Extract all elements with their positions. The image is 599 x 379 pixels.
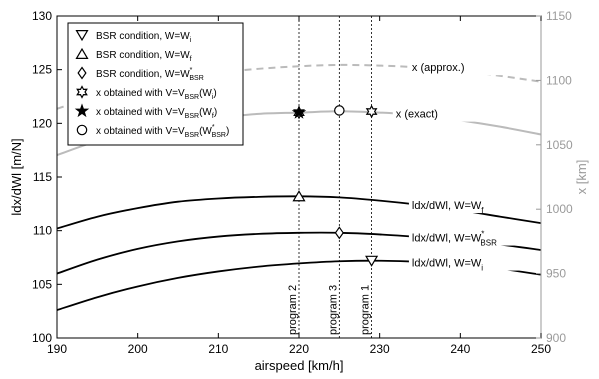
y-axis-title: ldx/dWl [m/N] (9, 138, 24, 215)
program-label: program 2 (287, 285, 299, 335)
legend-marker-triangle-down (75, 30, 89, 42)
curve-label-bg (408, 255, 527, 271)
grid-layer: program 2 program 3 program 1 (287, 16, 373, 338)
legend-entry: x obtained with V=VBSR(Wi) (96, 88, 217, 101)
legend-entry: BSR condition, W=W* BSR (96, 67, 204, 82)
y-tick-label: 125 (32, 63, 52, 77)
program-label: program 3 (327, 285, 339, 335)
curve-label-bg (392, 106, 511, 122)
y-right-tick-label: 1000 (546, 202, 573, 216)
y-tick-label: 120 (32, 116, 52, 130)
curve-label: x (exact) (396, 109, 438, 121)
legend-marker-star5 (74, 103, 90, 118)
x-tick-label: 230 (370, 342, 390, 356)
y-right-tick-label: 1100 (546, 73, 572, 87)
legend-marker-circle (76, 124, 88, 136)
marker-star6 (365, 104, 378, 119)
curve-label: x (approx.) (412, 62, 465, 74)
y-right-tick-label: 950 (546, 267, 566, 281)
curve-label: ldx/dWl, W=Wi (412, 258, 483, 273)
legend-entry: BSR condition, W=Wf (96, 50, 192, 63)
curve-label: ldx/dWl, W=W* BSR (412, 230, 497, 248)
x-tick-label: 190 (47, 342, 67, 356)
x-tick-label: 250 (531, 342, 551, 356)
legend-marker-triangle-up (75, 47, 89, 60)
x-axis-title: airspeed [km/h] (255, 358, 344, 373)
legend-entry: x obtained with V=VBSR(Wf) (96, 107, 217, 120)
y-right-tick-label: 1050 (546, 138, 573, 152)
y-tick-label: 115 (33, 170, 52, 184)
marker-triangle-up (292, 190, 306, 202)
marker-diamond (334, 226, 344, 240)
x-tick-label: 240 (450, 342, 470, 356)
legend: BSR condition, W=Wi BSR condition, W=Wf BS… (67, 22, 244, 146)
legend-marker-diamond (77, 66, 87, 80)
y-axis-left: 100 105 110 115 120 125 130 (32, 9, 62, 345)
y-axis-right-title: x [km] (574, 160, 589, 195)
y-right-tick-label: 1150 (546, 9, 572, 23)
x-tick-label: 220 (289, 342, 309, 356)
x-tick-label: 200 (128, 342, 148, 356)
legend-entry: BSR condition, W=Wi (96, 31, 192, 44)
y-axis-right: 900 950 1000 1050 1100 1150 (536, 9, 573, 345)
y-right-tick-label: 900 (546, 331, 566, 345)
y-tick-label: 110 (33, 224, 52, 238)
x-tick-label: 210 (208, 342, 228, 356)
legend-box (67, 22, 244, 146)
curve-label-bg (408, 60, 527, 76)
curve-label: ldx/dWl, W=Wf (412, 200, 484, 215)
curve-labels: ldx/dWl, W=Wf ldx/dWl, W=W* BSR ldx/dWl, W=… (392, 60, 527, 273)
x-axis: 190 200 210 220 230 240 250 (47, 16, 551, 356)
marker-star5 (291, 105, 307, 119)
points-layer (291, 104, 379, 267)
y-tick-label: 105 (32, 277, 52, 291)
legend-entry: x obtained with V=VBSR(W* BSR) (96, 124, 229, 139)
marker-circle (334, 105, 345, 116)
program-label: program 1 (360, 285, 372, 335)
marker-triangle-down (365, 255, 379, 267)
curve-label-bg (408, 230, 527, 246)
curve-label-bg (408, 198, 527, 214)
legend-marker-star6 (76, 85, 88, 99)
y-tick-label: 100 (32, 331, 52, 345)
y-tick-label: 130 (32, 9, 52, 23)
